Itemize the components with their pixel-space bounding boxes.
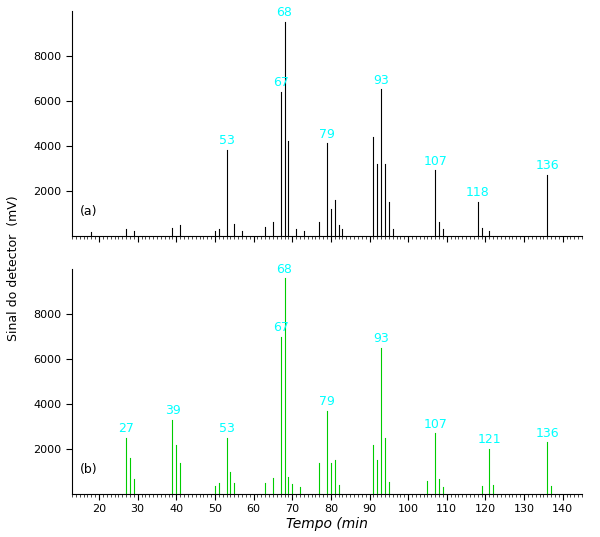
Text: 93: 93 [373,332,389,345]
Text: 79: 79 [319,395,335,408]
Text: 39: 39 [164,404,181,417]
Text: 27: 27 [118,422,134,435]
Text: 67: 67 [272,321,289,334]
Text: 53: 53 [218,422,235,435]
Text: 121: 121 [478,433,501,446]
Text: 118: 118 [466,186,490,199]
X-axis label: Tempo (min: Tempo (min [286,517,368,531]
Text: 67: 67 [272,76,289,89]
Text: (b): (b) [80,463,97,476]
Text: 93: 93 [373,74,389,86]
Text: 136: 136 [535,159,559,172]
Text: 53: 53 [218,134,235,148]
Text: 68: 68 [277,6,292,19]
Text: 107: 107 [423,155,447,168]
Text: 107: 107 [423,418,447,431]
Text: 136: 136 [535,426,559,440]
Text: Sinal do detector  (mV): Sinal do detector (mV) [7,195,20,342]
Text: 79: 79 [319,128,335,141]
Text: (a): (a) [80,205,97,217]
Text: 68: 68 [277,263,292,275]
